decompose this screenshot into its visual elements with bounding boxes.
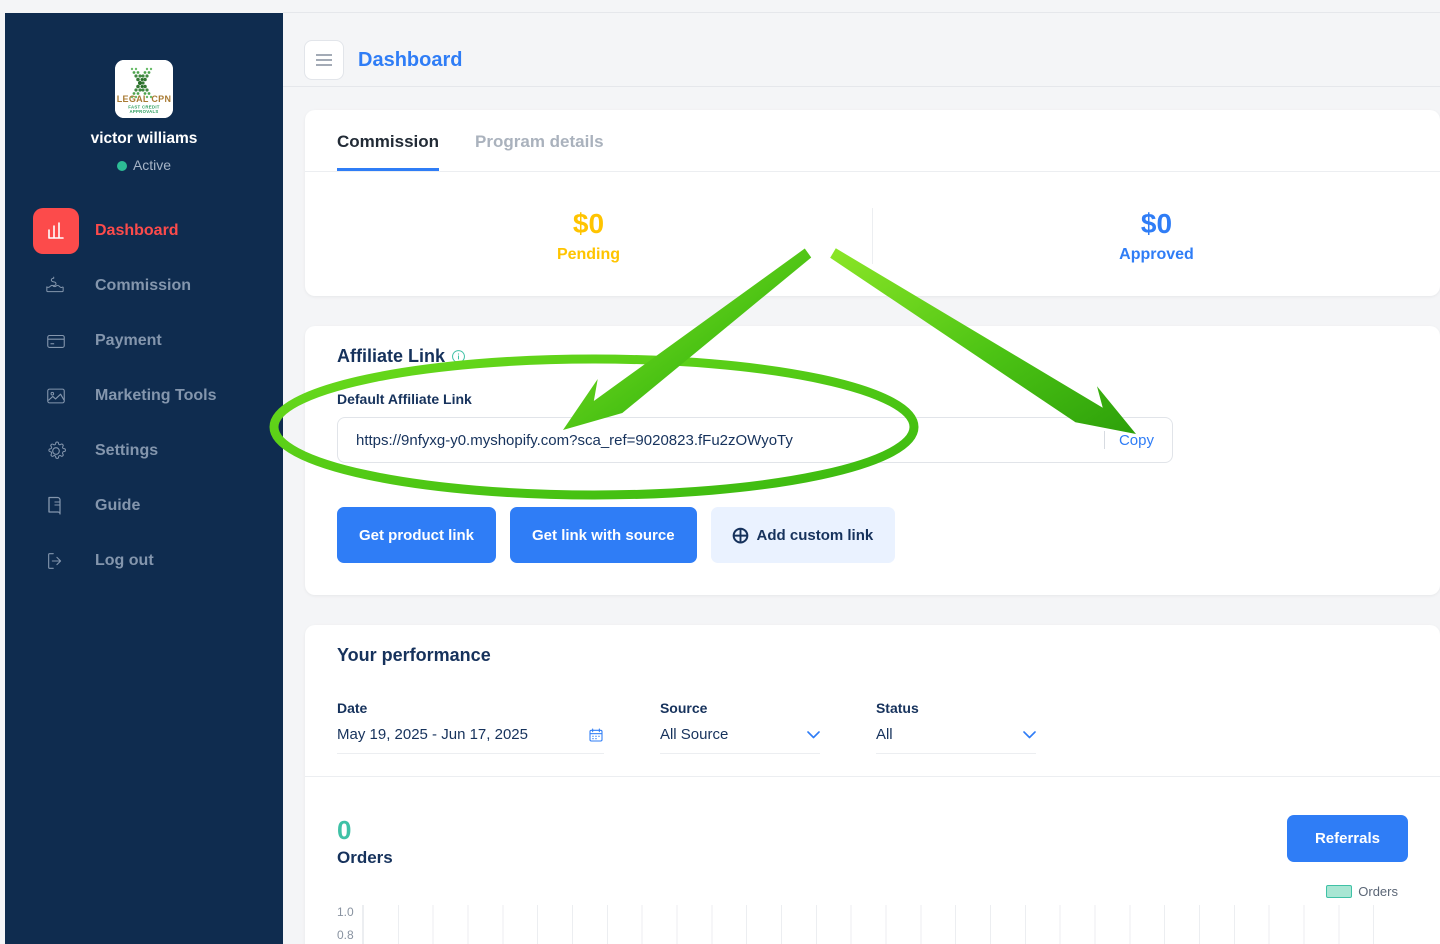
svg-text:APPROVALS: APPROVALS [129, 109, 158, 114]
svg-text:LEGAL CPN: LEGAL CPN [117, 94, 172, 104]
